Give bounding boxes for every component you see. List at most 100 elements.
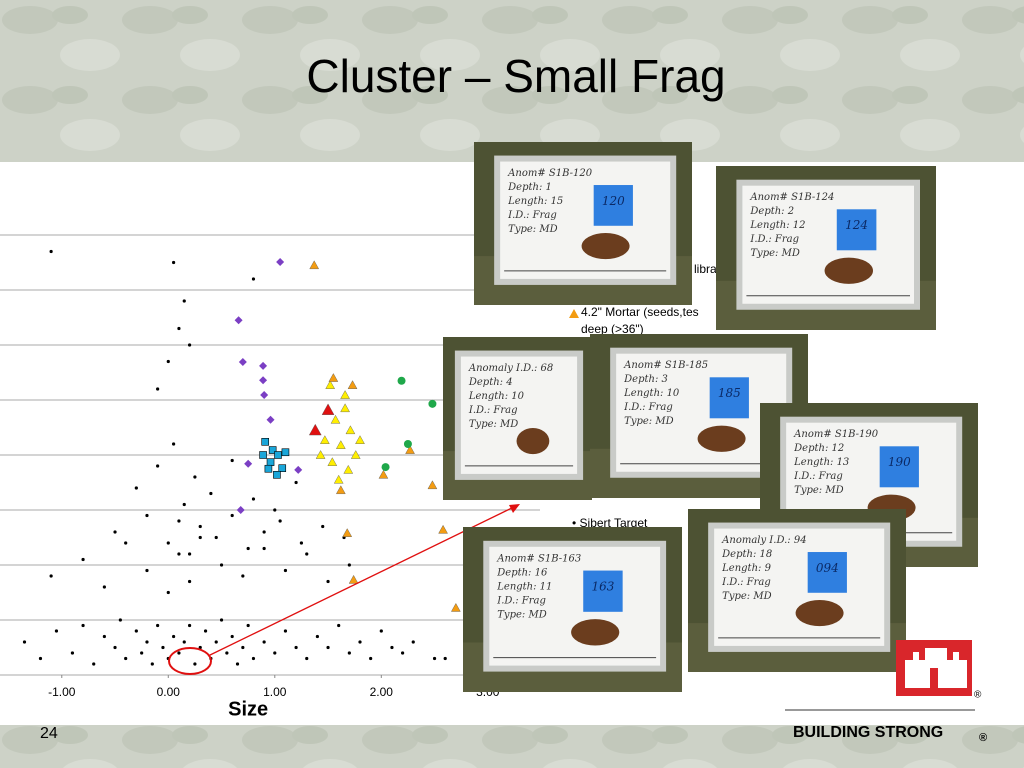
point <box>177 519 181 523</box>
point <box>246 623 250 628</box>
point <box>340 390 350 399</box>
x-tick-label: -1.00 <box>48 685 76 699</box>
point <box>92 662 96 666</box>
point <box>262 546 266 551</box>
card-line: Anom# S1B-120 <box>507 168 593 179</box>
tag-card <box>879 446 919 488</box>
point <box>260 391 269 400</box>
point <box>326 579 330 584</box>
point <box>177 326 181 331</box>
card-line: Type: MD <box>497 609 546 620</box>
point <box>328 373 339 382</box>
card-line: Depth: 12 <box>793 443 844 454</box>
point <box>193 475 197 479</box>
page-number: 24 <box>40 725 58 742</box>
point <box>230 513 234 518</box>
point <box>140 651 144 655</box>
card-line: I.D.: Frag <box>468 405 518 416</box>
card-line: Type: MD <box>722 591 771 602</box>
card-line: Depth: 2 <box>749 206 794 217</box>
frag <box>571 619 620 646</box>
point <box>347 563 351 567</box>
card-line: Anomaly I.D.: 68 <box>468 363 553 374</box>
point <box>244 459 253 468</box>
blue-tag: 124 <box>836 209 877 251</box>
point <box>281 448 290 457</box>
point <box>209 491 213 496</box>
card-line: Length: 10 <box>468 391 525 402</box>
point <box>379 629 383 633</box>
point <box>182 299 186 303</box>
x-tick-label: 2.00 <box>370 685 394 699</box>
point <box>198 524 202 529</box>
point <box>283 568 288 573</box>
card-line: Type: MD <box>794 485 843 496</box>
point <box>236 506 245 514</box>
point <box>262 530 266 534</box>
legend-fragment: libra <box>694 262 717 276</box>
blue-tag: 190 <box>879 446 919 488</box>
legend-fragment: 4.2" Mortar (seeds,tes <box>581 305 699 319</box>
point <box>238 358 247 367</box>
card <box>460 356 578 474</box>
point <box>403 440 412 448</box>
point <box>266 458 275 466</box>
point <box>320 435 330 444</box>
point <box>264 464 273 473</box>
point <box>443 656 447 661</box>
point <box>340 403 350 413</box>
point <box>325 380 336 389</box>
blue-tag: 185 <box>709 377 749 419</box>
point <box>343 464 354 474</box>
point <box>187 623 192 628</box>
point <box>198 535 202 540</box>
card-line: Depth: 1 <box>507 182 552 193</box>
point <box>251 277 256 281</box>
point <box>156 464 160 468</box>
brand-registered: ® <box>979 732 987 744</box>
logo-registered: ® <box>974 690 982 701</box>
point <box>54 629 59 633</box>
point <box>187 343 192 347</box>
point <box>81 623 85 628</box>
point <box>134 629 138 633</box>
point <box>347 380 358 389</box>
point <box>294 645 298 650</box>
point <box>273 651 277 655</box>
point <box>451 602 461 612</box>
point <box>268 446 277 454</box>
point <box>294 480 298 485</box>
photo: Anom# S1B-163 Depth: 16 Length: 11 I.D.: Fr… <box>463 527 682 692</box>
point <box>276 257 285 266</box>
point <box>348 574 359 584</box>
point <box>49 574 53 578</box>
point <box>428 399 437 408</box>
point <box>145 640 149 644</box>
card-line: Length: 10 <box>623 388 680 399</box>
point <box>337 623 341 628</box>
card-line: Length: 13 <box>793 457 849 468</box>
point <box>273 508 277 512</box>
point <box>172 442 176 446</box>
point <box>405 445 415 454</box>
blue-tag: 094 <box>807 552 847 593</box>
card-line: Anom# S1B-163 <box>496 553 581 564</box>
point <box>305 552 309 556</box>
point <box>214 640 218 644</box>
point <box>113 530 117 534</box>
point <box>156 387 160 391</box>
point <box>172 260 176 265</box>
point <box>350 450 361 459</box>
point <box>390 645 394 650</box>
card <box>616 353 787 472</box>
point <box>266 415 275 424</box>
point <box>145 513 149 518</box>
arrow-head <box>509 504 520 513</box>
frag <box>824 257 873 284</box>
tag-card <box>709 377 749 419</box>
tag-card <box>836 209 877 251</box>
frag <box>697 425 746 452</box>
card <box>714 528 885 646</box>
card-line: Anom# S1B-124 <box>749 192 834 203</box>
